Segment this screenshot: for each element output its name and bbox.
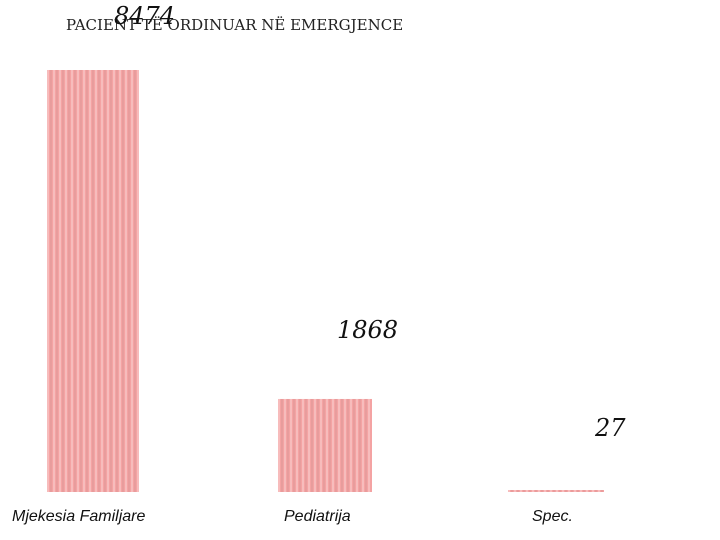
category-label-spec: Spec. (532, 508, 573, 525)
category-label-mjekesia-familjare: Mjekesia Familjare (12, 508, 146, 525)
bar-spec (508, 490, 604, 492)
bar-pediatrija (278, 398, 372, 492)
category-label-pediatrija: Pediatrija (284, 508, 351, 525)
data-label-pediatrija: 1868 (337, 316, 399, 344)
data-label-mjekesia-familjare: 8474 (114, 2, 176, 30)
data-label-spec: 27 (595, 414, 626, 442)
chart-title: PACIENT TË ORDINUAR NË EMERGJENCE (66, 16, 404, 34)
bar-mjekesia-familjare (47, 70, 139, 492)
